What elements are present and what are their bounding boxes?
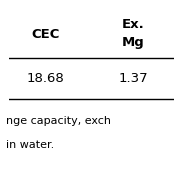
Text: 18.68: 18.68 — [27, 72, 64, 85]
Text: nge capacity, exch: nge capacity, exch — [6, 116, 111, 126]
Text: Ex.: Ex. — [122, 18, 144, 31]
Text: 1.37: 1.37 — [118, 72, 148, 85]
Text: in water.: in water. — [6, 140, 54, 150]
Text: Mg: Mg — [122, 36, 144, 49]
Text: CEC: CEC — [31, 28, 59, 41]
